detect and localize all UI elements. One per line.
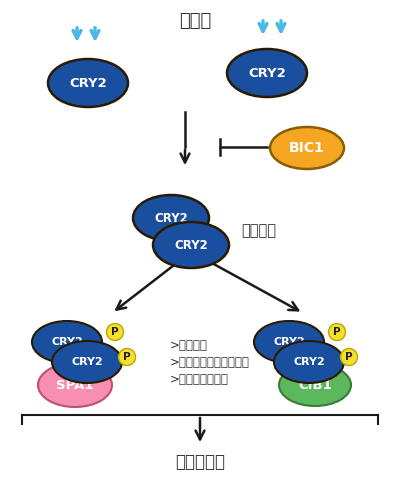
- Ellipse shape: [48, 59, 128, 107]
- Ellipse shape: [254, 321, 324, 363]
- Text: CRY2: CRY2: [248, 67, 286, 80]
- Ellipse shape: [270, 127, 344, 169]
- Ellipse shape: [106, 324, 124, 341]
- Ellipse shape: [328, 324, 346, 341]
- Text: CRY2: CRY2: [273, 337, 305, 347]
- Text: CRY2: CRY2: [174, 239, 208, 251]
- Text: >リン酸化: >リン酸化: [170, 339, 208, 352]
- Text: SPA1: SPA1: [56, 378, 94, 391]
- Text: 青色光: 青色光: [179, 12, 211, 30]
- Text: P: P: [111, 327, 119, 337]
- Text: 二量体化: 二量体化: [241, 224, 276, 239]
- Ellipse shape: [32, 321, 102, 363]
- Text: P: P: [333, 327, 341, 337]
- Ellipse shape: [38, 363, 112, 407]
- Text: >遂伝子発現制御: >遂伝子発現制御: [170, 373, 229, 385]
- Text: BIC1: BIC1: [289, 141, 325, 155]
- Ellipse shape: [118, 349, 136, 366]
- Ellipse shape: [133, 195, 209, 241]
- Text: 青色光応答: 青色光応答: [175, 453, 225, 471]
- Text: CRY2: CRY2: [51, 337, 83, 347]
- Text: CRY2: CRY2: [69, 77, 107, 90]
- Text: CRY2: CRY2: [71, 357, 103, 367]
- Text: >情報伝達因子との結合: >情報伝達因子との結合: [170, 356, 250, 369]
- Text: CRY2: CRY2: [293, 357, 325, 367]
- Ellipse shape: [153, 222, 229, 268]
- Ellipse shape: [279, 364, 351, 406]
- Text: CRY2: CRY2: [154, 212, 188, 225]
- Ellipse shape: [52, 341, 122, 383]
- Text: P: P: [123, 352, 131, 362]
- Text: P: P: [345, 352, 353, 362]
- Ellipse shape: [340, 349, 358, 366]
- Text: CIB1: CIB1: [298, 378, 332, 391]
- Ellipse shape: [274, 341, 344, 383]
- Ellipse shape: [227, 49, 307, 97]
